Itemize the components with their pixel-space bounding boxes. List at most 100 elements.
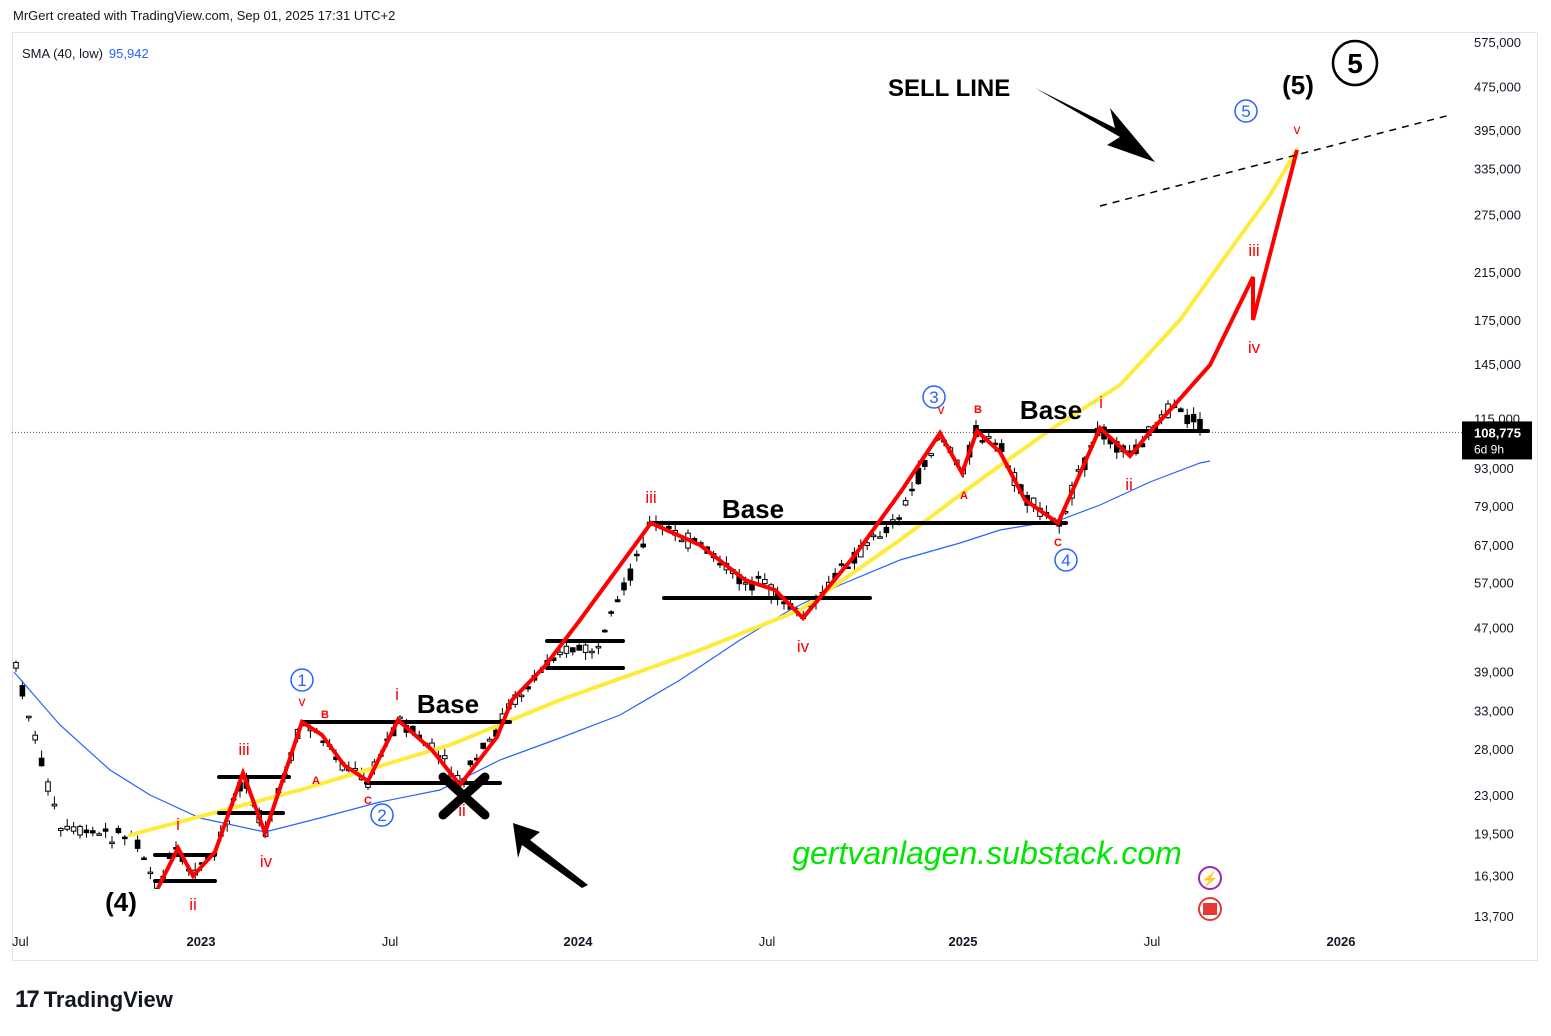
candle-body xyxy=(134,839,141,849)
tradingview-logo-icon: 17 xyxy=(15,986,40,1013)
wave-sublabel: iii xyxy=(238,740,249,759)
candle-body xyxy=(870,534,877,538)
wave-sublabel: iv xyxy=(260,852,273,871)
sma-line xyxy=(13,460,1211,833)
price-tick-label: 23,000 xyxy=(1474,788,1514,803)
price-tick-label: 67,000 xyxy=(1474,538,1514,553)
wave-sublabel: v xyxy=(938,401,945,417)
candle-body xyxy=(608,611,615,614)
candle-body xyxy=(109,841,115,845)
candle-body xyxy=(627,568,634,581)
candle-body xyxy=(480,742,486,749)
candle-body xyxy=(979,440,986,443)
candle-body xyxy=(518,694,525,698)
candle-body xyxy=(19,685,26,697)
price-axis: 575,000 475,000 395,000 335,000 275,000 215,0… xyxy=(1462,35,1532,924)
wave-sublabel: C xyxy=(1054,537,1062,549)
price-tick-label: 395,000 xyxy=(1474,123,1521,138)
candle-body xyxy=(83,829,90,834)
candle-body xyxy=(51,803,58,807)
wave-number: 4 xyxy=(1061,551,1070,570)
chart-attribution: MrGert created with TradingView.com, Sep… xyxy=(13,8,396,23)
wave-sublabel: B xyxy=(974,404,982,416)
cycle-wave-label: (5) xyxy=(1282,70,1314,100)
time-tick-label: 2023 xyxy=(187,934,216,949)
candles xyxy=(13,399,1203,889)
candle-body xyxy=(614,599,621,603)
candle-body xyxy=(742,582,749,585)
time-tick-label: Jul xyxy=(1144,934,1161,949)
sma-legend[interactable]: SMA (40, low) 95,942 xyxy=(22,46,149,61)
wave-sublabel: v xyxy=(299,693,306,709)
candle-body xyxy=(442,755,448,760)
price-tick-label: 475,000 xyxy=(1474,80,1521,95)
candle-body xyxy=(58,828,64,832)
time-tick-label: 2025 xyxy=(949,934,978,949)
major-wave-number: 5 xyxy=(1347,48,1363,79)
wave-sublabel: C xyxy=(364,795,372,807)
price-tick-label: 19,500 xyxy=(1474,826,1514,841)
candle-body xyxy=(666,525,672,530)
price-tick-label: 47,000 xyxy=(1474,621,1514,636)
wave-sublabel: i xyxy=(176,815,180,834)
candle-body xyxy=(902,500,909,506)
candle-body xyxy=(896,517,903,520)
candle-body xyxy=(602,629,608,633)
candle-body xyxy=(70,826,77,832)
time-tick-label: 2026 xyxy=(1327,934,1356,949)
candle-body xyxy=(762,579,768,585)
wave-sublabel: B xyxy=(321,709,329,721)
x-mark xyxy=(438,772,490,820)
price-tick-label: 275,000 xyxy=(1474,208,1521,223)
price-tick-label: 33,000 xyxy=(1474,703,1514,718)
candle-body xyxy=(467,760,474,766)
candle-body xyxy=(1197,418,1203,431)
elliott-wave-path xyxy=(156,149,1299,889)
candle-body xyxy=(96,833,103,836)
candle-body xyxy=(13,661,19,669)
candle-body xyxy=(102,828,109,832)
candle-body xyxy=(115,827,122,834)
tradingview-logo-text: TradingView xyxy=(43,987,173,1012)
sell-line-arrow xyxy=(1035,88,1155,162)
wave-sublabel: i xyxy=(395,685,399,704)
candle-body xyxy=(634,553,640,557)
wave-number: 1 xyxy=(297,671,306,690)
cycle-wave-label: (4) xyxy=(105,887,137,917)
sma-legend-value: 95,942 xyxy=(108,46,149,61)
candle-body xyxy=(563,645,570,654)
candle-body xyxy=(32,734,39,741)
candle-body xyxy=(1190,413,1197,423)
candle-body xyxy=(1178,408,1184,413)
last-price-countdown: 6d 9h xyxy=(1474,442,1504,456)
wave-sublabel: iv xyxy=(1248,338,1261,357)
candle-body xyxy=(26,715,32,719)
candle-body xyxy=(570,647,576,653)
time-axis: Jul 2023 Jul 2024 Jul 2025 Jul 2026 xyxy=(12,934,1355,949)
candle-body xyxy=(486,738,493,742)
wave-sublabel: iv xyxy=(797,637,810,656)
parabolic-curve xyxy=(128,148,1299,837)
time-tick-label: 2024 xyxy=(564,934,594,949)
candle-body xyxy=(928,453,935,457)
us-flag-stripes xyxy=(1203,903,1217,915)
tradingview-logo[interactable]: 17 TradingView xyxy=(15,986,173,1014)
wave-sublabel: A xyxy=(960,490,968,502)
price-tick-label: 57,000 xyxy=(1474,576,1514,591)
price-tick-label: 28,000 xyxy=(1474,742,1514,757)
wave-sublabel: ii xyxy=(458,801,466,820)
candle-body xyxy=(90,830,96,834)
price-tick-label: 575,000 xyxy=(1474,35,1521,50)
candle-body xyxy=(576,644,583,651)
last-price-value: 108,775 xyxy=(1474,425,1521,440)
annotations: SELL LINE Base Base Base gertvanlagen.substa… xyxy=(105,39,1379,921)
wave-circle-icon xyxy=(1234,99,1258,123)
sell-line-label: SELL LINE xyxy=(888,75,1010,102)
candle-body xyxy=(838,563,845,566)
wave-number: 3 xyxy=(929,388,938,407)
candle-body xyxy=(621,582,627,591)
wave-sublabel: A xyxy=(312,775,320,787)
time-tick-label: Jul xyxy=(382,934,399,949)
price-tick-label: 215,000 xyxy=(1474,265,1521,280)
